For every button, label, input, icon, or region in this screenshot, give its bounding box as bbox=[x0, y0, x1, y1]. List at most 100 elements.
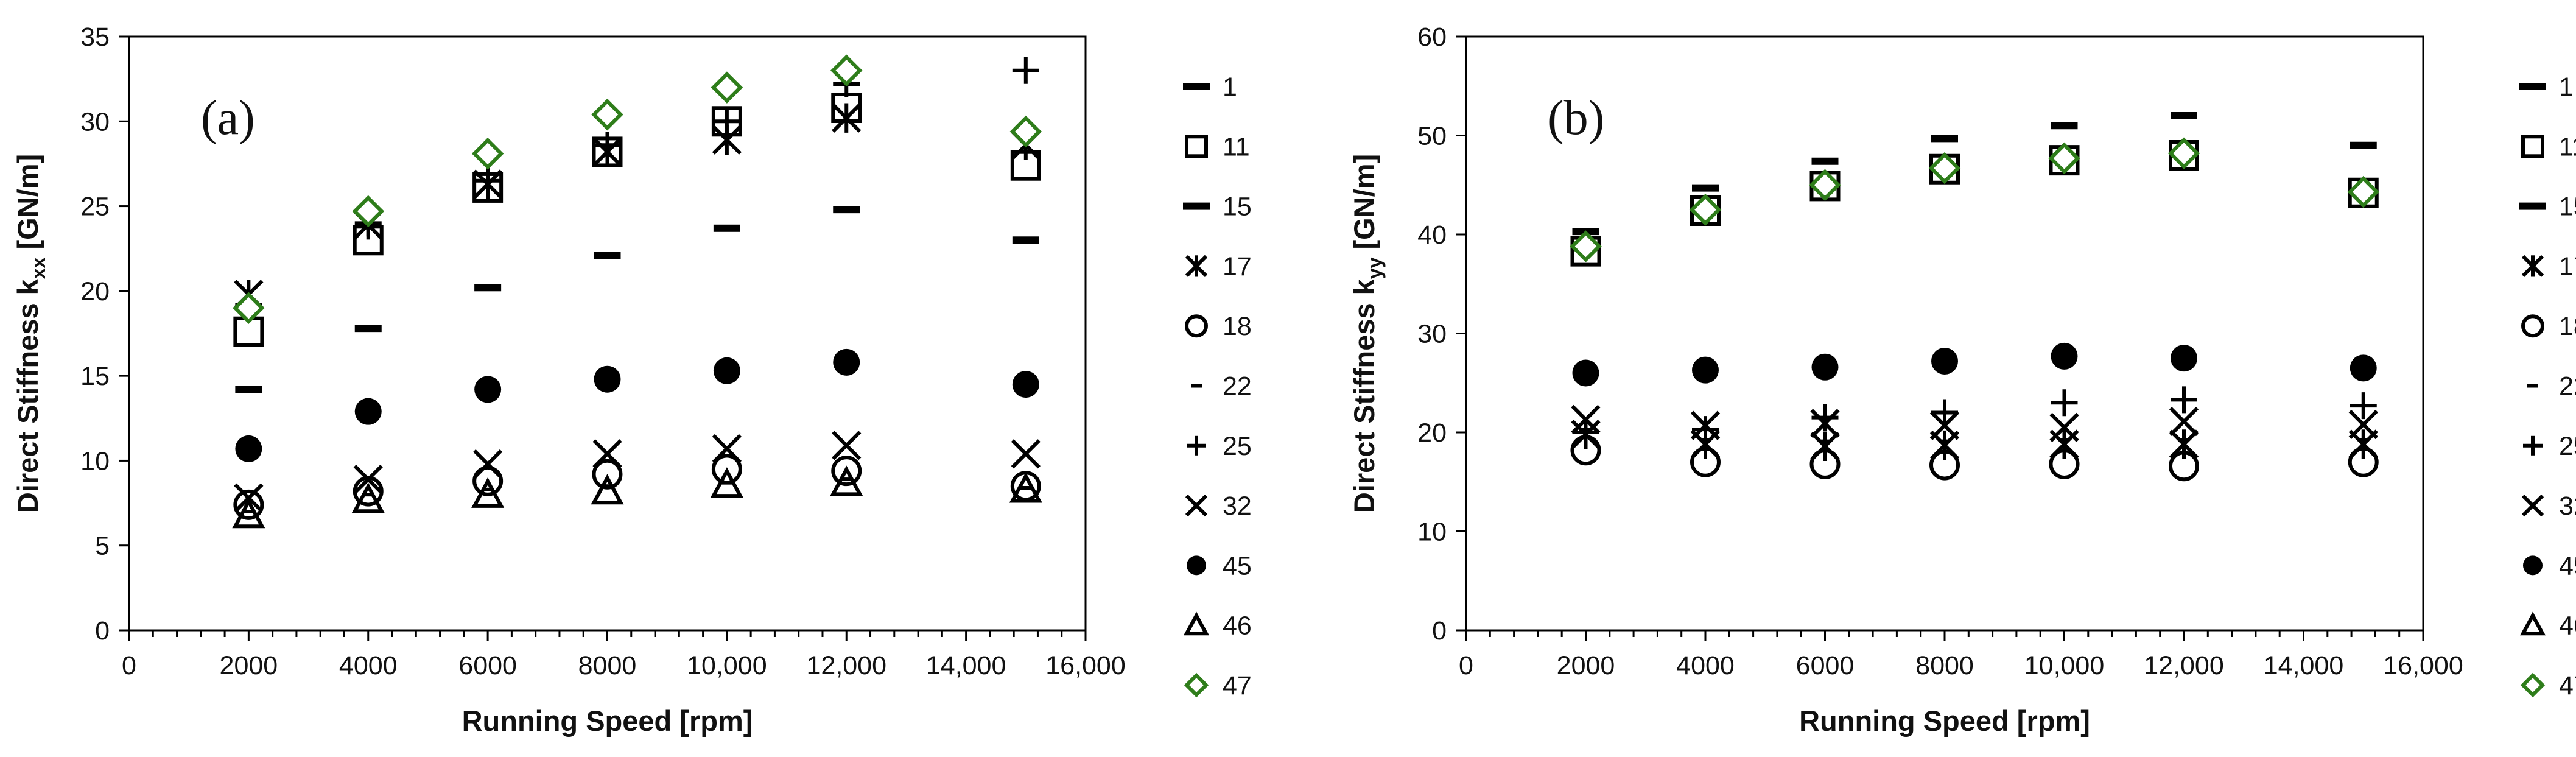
legend-label-46: 46 bbox=[1223, 611, 1252, 641]
data-point-series-45-shape bbox=[2051, 342, 2078, 370]
data-point-series-46-shape bbox=[351, 482, 385, 513]
panel-b-x-tick-label: 8000 bbox=[1915, 651, 1974, 680]
panel-b-x-tick-label: 2000 bbox=[1557, 651, 1615, 680]
data-point-series-22-shape bbox=[2357, 438, 2369, 442]
legend-marker-32 bbox=[1185, 494, 1208, 517]
legend-label-15: 15 bbox=[2559, 192, 2576, 222]
data-point-series-46-shape bbox=[830, 465, 863, 496]
data-point-series-1-shape bbox=[1931, 135, 1958, 143]
panel-b-y-tick-label: 60 bbox=[1417, 23, 1447, 52]
data-point-series-46-shape bbox=[1009, 472, 1042, 503]
data-point-series-45-shape bbox=[1572, 359, 1599, 387]
panel-a-y-tick-label: 35 bbox=[80, 23, 110, 52]
legend-marker-22-shape bbox=[1191, 384, 1202, 388]
data-point-series-22 bbox=[1939, 439, 1950, 443]
legend-label-18: 18 bbox=[1223, 312, 1252, 341]
data-point-series-18 bbox=[2348, 446, 2379, 477]
data-point-series-22-shape bbox=[2178, 438, 2189, 442]
data-point-series-47-shape bbox=[1928, 152, 1961, 185]
data-point-series-18 bbox=[1929, 449, 1960, 481]
data-point-series-1-shape bbox=[1692, 184, 1719, 192]
data-point-series-25 bbox=[1012, 57, 1039, 84]
legend-marker-47-shape bbox=[1184, 672, 1209, 698]
data-point-series-32-d2 bbox=[1929, 410, 1960, 440]
legend-marker-47-shape bbox=[2520, 672, 2546, 698]
data-point-series-45-shape bbox=[713, 357, 740, 384]
panel-b-x-tick-label: 14,000 bbox=[2264, 651, 2344, 680]
data-point-series-47 bbox=[830, 54, 863, 86]
data-point-series-22 bbox=[243, 510, 254, 513]
legend-marker-32-d2 bbox=[2521, 494, 2544, 517]
data-point-series-22-shape bbox=[1020, 486, 1031, 490]
data-point-series-32 bbox=[1690, 410, 1721, 440]
legend-marker-22 bbox=[1191, 384, 1202, 388]
data-point-series-32 bbox=[353, 464, 383, 495]
legend-label-15: 15 bbox=[1223, 192, 1252, 222]
data-point-series-22 bbox=[721, 481, 732, 485]
data-point-series-32 bbox=[592, 439, 622, 469]
data-point-series-18 bbox=[233, 489, 264, 520]
panel-a-x-tick-label: 10,000 bbox=[687, 651, 767, 680]
legend-marker-11 bbox=[1185, 135, 1208, 158]
data-point-series-32 bbox=[2348, 409, 2378, 440]
data-point-series-15 bbox=[713, 224, 740, 232]
data-point-series-47 bbox=[711, 71, 743, 104]
data-point-series-25 bbox=[2051, 389, 2078, 417]
data-point-series-47 bbox=[1570, 230, 1602, 262]
data-point-series-25 bbox=[474, 167, 502, 194]
panel-a-x-tick-label: 12,000 bbox=[806, 651, 886, 680]
data-point-series-18 bbox=[1809, 449, 1841, 479]
data-point-series-32 bbox=[1810, 409, 1840, 438]
data-point-series-18 bbox=[2169, 451, 2199, 482]
panel-b-y-tick-label: 50 bbox=[1417, 122, 1447, 151]
panel-b-y-tick-label: 40 bbox=[1417, 220, 1447, 250]
panel-b-y-tick-label: 20 bbox=[1417, 418, 1447, 448]
data-point-series-22 bbox=[602, 484, 613, 488]
legend-marker-11-shape bbox=[1185, 135, 1208, 158]
legend-marker-25 bbox=[1187, 435, 1206, 456]
legend-marker-15-shape bbox=[1183, 202, 1210, 210]
legend-marker-46 bbox=[1183, 611, 1210, 636]
data-point-series-15-shape bbox=[235, 386, 262, 393]
panel-a-x-tick-label: 0 bbox=[122, 651, 136, 680]
data-point-series-32 bbox=[1929, 410, 1960, 440]
data-point-series-47-shape bbox=[830, 54, 863, 86]
data-point-series-1 bbox=[1931, 135, 1958, 143]
data-point-series-1-shape bbox=[2350, 141, 2377, 149]
data-point-series-46 bbox=[232, 498, 265, 529]
data-point-series-1 bbox=[2350, 141, 2377, 149]
data-point-series-32 bbox=[832, 431, 862, 460]
data-point-series-22 bbox=[482, 487, 494, 491]
data-point-series-1 bbox=[2171, 112, 2197, 119]
legend-marker-45 bbox=[2523, 555, 2543, 576]
data-point-series-15-shape bbox=[354, 325, 382, 333]
legend-marker-46 bbox=[2519, 611, 2546, 636]
data-point-series-18-shape bbox=[2049, 449, 2080, 479]
data-point-series-45 bbox=[833, 348, 860, 376]
panel-a-y-tick-label: 30 bbox=[80, 107, 110, 136]
legend-label-11: 11 bbox=[2559, 132, 2576, 161]
data-point-series-46 bbox=[830, 465, 863, 496]
panel-b-x-tick-label: 16,000 bbox=[2383, 651, 2463, 680]
data-point-series-45 bbox=[713, 357, 740, 384]
data-point-series-45 bbox=[2350, 354, 2377, 382]
legend-marker-18-shape bbox=[2521, 314, 2544, 338]
legend-marker-1-shape bbox=[2519, 83, 2546, 90]
panel-a-y-axis-title: Direct Stiffness kxx [GN/m] bbox=[12, 154, 49, 513]
data-point-series-45-shape bbox=[474, 376, 502, 403]
panel-b-y-axis-title: Direct Stiffness kyy [GN/m] bbox=[1348, 154, 1386, 513]
data-point-series-45-shape bbox=[2350, 354, 2377, 382]
legend-marker-47 bbox=[2520, 672, 2546, 698]
data-point-series-32-d2 bbox=[1690, 410, 1721, 440]
data-point-series-32 bbox=[2049, 412, 2079, 442]
legend-label-1: 1 bbox=[1223, 72, 1237, 102]
data-point-series-18-shape bbox=[1809, 449, 1841, 479]
data-point-series-32-d2 bbox=[2348, 409, 2378, 440]
legend-marker-46-shape bbox=[2519, 611, 2546, 636]
data-point-series-47-shape bbox=[233, 292, 265, 324]
panel-a-y-axis-title-main: Direct Stiffness k bbox=[12, 278, 44, 513]
data-point-series-47-shape bbox=[1809, 169, 1841, 201]
legend-label-47: 47 bbox=[2559, 671, 2576, 700]
